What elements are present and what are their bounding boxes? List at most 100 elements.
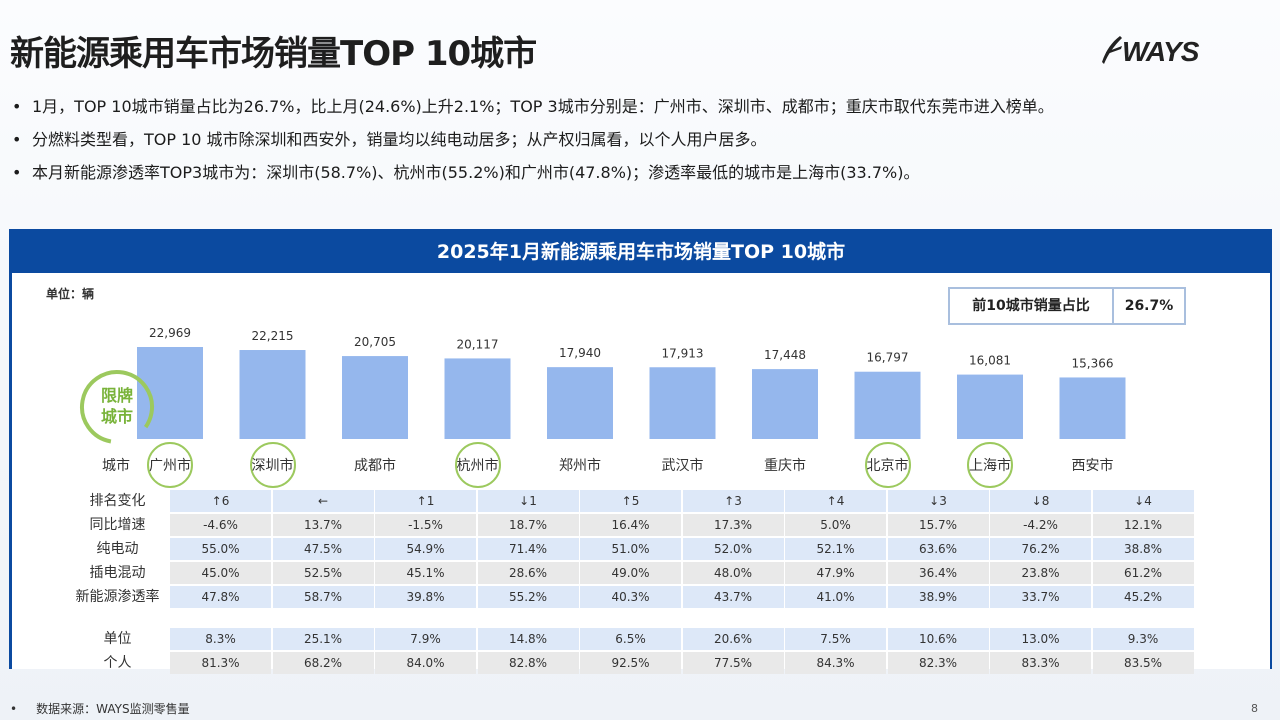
table-cell: 12.1% [1092, 514, 1194, 536]
badge-line-1: 限牌 [100, 386, 133, 405]
logo-text: WAYS [1122, 36, 1199, 67]
summary-bullets: 1月，TOP 10城市销量占比为26.7%，比上月(24.6%)上升2.1%；T… [10, 90, 1260, 189]
table-cell: 58.7% [272, 586, 374, 608]
table-cell: 41.0% [785, 586, 886, 608]
table-cell: 52.5% [272, 562, 374, 584]
bar-成都市 [342, 356, 408, 439]
bar-value-label: 22,969 [149, 326, 191, 340]
table-cell: 7.5% [785, 628, 886, 650]
table-row: 排名变化 ↑6 ← ↑1 ↓1 ↑5 ↑3 ↑4 ↓3 ↓8 ↓4 [65, 490, 1205, 512]
bar-重庆市 [752, 369, 818, 439]
table-cell: 9.3% [1092, 628, 1194, 650]
table-cell: 5.0% [785, 514, 886, 536]
bar-value-label: 16,081 [969, 354, 1011, 368]
table-row: 新能源渗透率 47.8% 58.7% 39.8% 55.2% 40.3% 43.7% 41.0… [65, 586, 1205, 608]
data-source: • 数据来源：WAYS监测零售量 [10, 702, 190, 716]
bar-北京市 [854, 371, 921, 439]
city-label: 西安市 [1071, 458, 1114, 474]
table-cell: 13.7% [272, 514, 374, 536]
table-cell: 28.6% [477, 562, 579, 584]
city-label: 深圳市 [251, 458, 294, 474]
table-cell: 40.3% [580, 586, 681, 608]
table-cell: 49.0% [580, 562, 681, 584]
data-source-text: 数据来源：WAYS监测零售量 [36, 702, 190, 716]
badge-ring-icon [80, 370, 154, 444]
restricted-city-ring [147, 442, 193, 488]
table-cell: 6.5% [580, 628, 681, 650]
table-cell: 36.4% [887, 562, 989, 584]
table-cell: ↑3 [682, 490, 784, 512]
table-cell: 17.3% [682, 514, 784, 536]
table-cell: 45.1% [375, 562, 476, 584]
bar-杭州市 [444, 358, 511, 439]
table-row: 纯电动 55.0% 47.5% 54.9% 71.4% 51.0% 52.0% 52.1% 63… [65, 538, 1205, 560]
table-cell: 55.0% [170, 538, 271, 560]
table-row: 同比增速 -4.6% 13.7% -1.5% 18.7% 16.4% 17.3% 5.0% 15… [65, 514, 1205, 536]
table-cell: 38.8% [1092, 538, 1194, 560]
bar-value-label: 17,913 [662, 346, 704, 360]
table-cell: -4.6% [170, 514, 271, 536]
row-label: 单位 [103, 631, 132, 647]
table-cell: 77.5% [682, 652, 784, 674]
city-label: 重庆市 [764, 458, 806, 474]
table-cell: 51.0% [580, 538, 681, 560]
row-label: 同比增速 [89, 517, 146, 533]
table-row: 单位 8.3% 25.1% 7.9% 14.8% 6.5% 20.6% 7.5% 10.6% 13… [65, 628, 1205, 650]
table-cell: 92.5% [580, 652, 681, 674]
city-label: 武汉市 [661, 458, 704, 474]
table-cell: 48.0% [682, 562, 784, 584]
restricted-city-ring [967, 442, 1013, 488]
row-label: 插电混动 [89, 565, 146, 581]
bar-深圳市 [239, 350, 306, 439]
table-cell: 38.9% [887, 586, 989, 608]
city-label: 广州市 [149, 458, 191, 474]
table-cell: 45.2% [1092, 586, 1194, 608]
unit-label: 单位：辆 [46, 287, 95, 301]
table-cell: ← [272, 490, 374, 512]
table-cell: 47.9% [785, 562, 886, 584]
table-cell: -1.5% [375, 514, 476, 536]
table-cell: 54.9% [375, 538, 476, 560]
table-cell: 82.3% [887, 652, 989, 674]
row-label: 纯电动 [96, 541, 139, 557]
table-cell: 81.3% [170, 652, 271, 674]
table-cell: ↓3 [887, 490, 989, 512]
city-label: 成都市 [354, 458, 396, 474]
table-cell: 10.6% [887, 628, 989, 650]
table-cell: 84.0% [375, 652, 476, 674]
table-cell: 52.0% [682, 538, 784, 560]
bar-value-label: 16,797 [867, 351, 909, 365]
restricted-city-badge: 限牌 城市 [78, 368, 156, 446]
table-cell: 13.0% [990, 628, 1091, 650]
table-cell: 7.9% [375, 628, 476, 650]
top10-share-box: 前10城市销量占比 26.7% [948, 287, 1186, 325]
ways-logo: WAYS [1100, 34, 1220, 74]
table-cell: 45.0% [170, 562, 271, 584]
table-row: 插电混动 45.0% 52.5% 45.1% 28.6% 49.0% 48.0% 47.9% 3… [65, 562, 1205, 584]
restricted-city-ring [454, 442, 501, 488]
bullet-item: 分燃料类型看，TOP 10 城市除深圳和西安外，销量均以纯电动居多；从产权归属看… [10, 123, 1260, 156]
chart-panel: 2025年1月新能源乘用车市场销量TOP 10城市 单位：辆 前10城市销量占比… [9, 229, 1272, 674]
table-cell: 47.5% [272, 538, 374, 560]
table-cell: 33.7% [990, 586, 1091, 608]
bullet-item: 1月，TOP 10城市销量占比为26.7%，比上月(24.6%)上升2.1%；T… [10, 90, 1260, 123]
page-number: 8 [1251, 702, 1258, 715]
table-cell: ↑4 [785, 490, 886, 512]
city-label: 北京市 [866, 458, 909, 474]
bar-value-label: 20,117 [457, 337, 499, 351]
table-cell: ↓4 [1092, 490, 1194, 512]
table-row: 个人 81.3% 68.2% 84.0% 82.8% 92.5% 77.5% 84.3% 82.… [65, 652, 1205, 674]
table-cell: 82.8% [477, 652, 579, 674]
bar-武汉市 [649, 367, 716, 439]
table-cell: ↑1 [375, 490, 476, 512]
bar-value-label: 15,366 [1072, 356, 1114, 370]
table-cell: 83.5% [1092, 652, 1194, 674]
page-title: 新能源乘用车市场销量TOP 10城市 [10, 34, 537, 74]
bar-上海市 [957, 374, 1023, 439]
bullet-item: 本月新能源渗透率TOP3城市为：深圳市(58.7%)、杭州市(55.2%)和广州… [10, 156, 1260, 189]
table-cell: 25.1% [272, 628, 374, 650]
city-label: 郑州市 [559, 458, 601, 474]
row-label: 排名变化 [89, 493, 146, 509]
table-cell: 63.6% [887, 538, 989, 560]
table-cell: 47.8% [170, 586, 271, 608]
